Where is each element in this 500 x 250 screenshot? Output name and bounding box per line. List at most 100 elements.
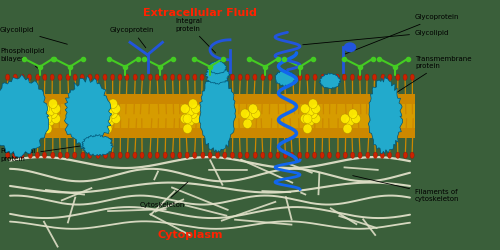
Ellipse shape [308,109,318,118]
Polygon shape [64,76,112,149]
Ellipse shape [96,152,100,158]
Text: Glycolipid: Glycolipid [0,27,68,44]
Ellipse shape [183,124,192,134]
Ellipse shape [396,152,400,158]
Ellipse shape [126,152,130,158]
Ellipse shape [40,114,50,124]
Ellipse shape [366,152,370,158]
Ellipse shape [306,106,314,116]
Ellipse shape [374,152,378,158]
Ellipse shape [410,152,414,158]
Ellipse shape [58,74,62,80]
Ellipse shape [46,116,54,126]
Ellipse shape [46,106,54,116]
Ellipse shape [344,152,347,158]
Text: Cholesterol: Cholesterol [0,104,48,119]
Ellipse shape [186,116,194,126]
Ellipse shape [140,74,144,80]
Ellipse shape [372,74,376,80]
Ellipse shape [290,152,294,158]
Ellipse shape [320,152,324,158]
Ellipse shape [73,74,77,80]
Polygon shape [368,76,402,154]
Ellipse shape [125,74,129,80]
Ellipse shape [50,74,54,80]
Ellipse shape [253,152,258,158]
Ellipse shape [276,152,280,158]
Polygon shape [208,60,226,74]
Ellipse shape [192,104,200,114]
Ellipse shape [350,74,354,80]
Ellipse shape [246,74,250,80]
Bar [5,104,415,128]
Ellipse shape [103,124,112,134]
Text: Glycoprotein: Glycoprotein [345,14,460,54]
Ellipse shape [163,74,167,80]
Ellipse shape [112,104,120,114]
Ellipse shape [243,119,252,128]
Ellipse shape [148,152,152,158]
Ellipse shape [163,152,167,158]
Ellipse shape [246,112,254,121]
Ellipse shape [216,74,220,80]
Ellipse shape [344,42,356,52]
Ellipse shape [224,74,228,80]
Ellipse shape [103,74,107,80]
Ellipse shape [328,152,332,158]
Ellipse shape [43,74,47,80]
Ellipse shape [80,74,84,80]
Polygon shape [82,134,114,156]
Ellipse shape [268,74,272,80]
Ellipse shape [312,104,320,114]
Text: Phospholipid
bilayer: Phospholipid bilayer [0,48,44,68]
Ellipse shape [230,152,234,158]
Ellipse shape [183,114,192,124]
Ellipse shape [100,104,110,114]
Ellipse shape [305,152,309,158]
Ellipse shape [201,152,205,158]
Ellipse shape [6,152,10,158]
Ellipse shape [40,104,50,114]
Ellipse shape [276,74,280,80]
Ellipse shape [300,104,310,114]
Ellipse shape [178,152,182,158]
Ellipse shape [108,99,118,108]
Polygon shape [319,73,341,89]
Ellipse shape [238,152,242,158]
Ellipse shape [336,152,340,158]
Ellipse shape [50,152,55,158]
Ellipse shape [106,106,114,116]
Ellipse shape [43,124,52,134]
Ellipse shape [223,152,227,158]
Ellipse shape [352,114,360,124]
Ellipse shape [118,74,122,80]
Ellipse shape [170,74,174,80]
Ellipse shape [388,152,392,158]
Ellipse shape [261,74,265,80]
Ellipse shape [298,74,302,80]
Ellipse shape [88,152,92,158]
Ellipse shape [312,152,316,158]
Ellipse shape [303,114,312,124]
Ellipse shape [148,74,152,80]
Ellipse shape [36,152,40,158]
Ellipse shape [110,152,114,158]
Ellipse shape [365,74,369,80]
Ellipse shape [118,152,122,158]
Ellipse shape [380,152,384,158]
Ellipse shape [28,152,32,158]
Ellipse shape [284,152,288,158]
Ellipse shape [180,104,190,114]
Ellipse shape [188,109,198,118]
Text: Glycolipid: Glycolipid [303,30,450,45]
Ellipse shape [43,114,52,124]
Ellipse shape [140,152,144,158]
Bar [5,94,415,138]
Ellipse shape [216,152,220,158]
Ellipse shape [81,152,85,158]
Ellipse shape [48,109,58,118]
Ellipse shape [13,74,18,80]
Polygon shape [0,74,49,157]
Ellipse shape [178,74,182,80]
Ellipse shape [52,114,60,124]
